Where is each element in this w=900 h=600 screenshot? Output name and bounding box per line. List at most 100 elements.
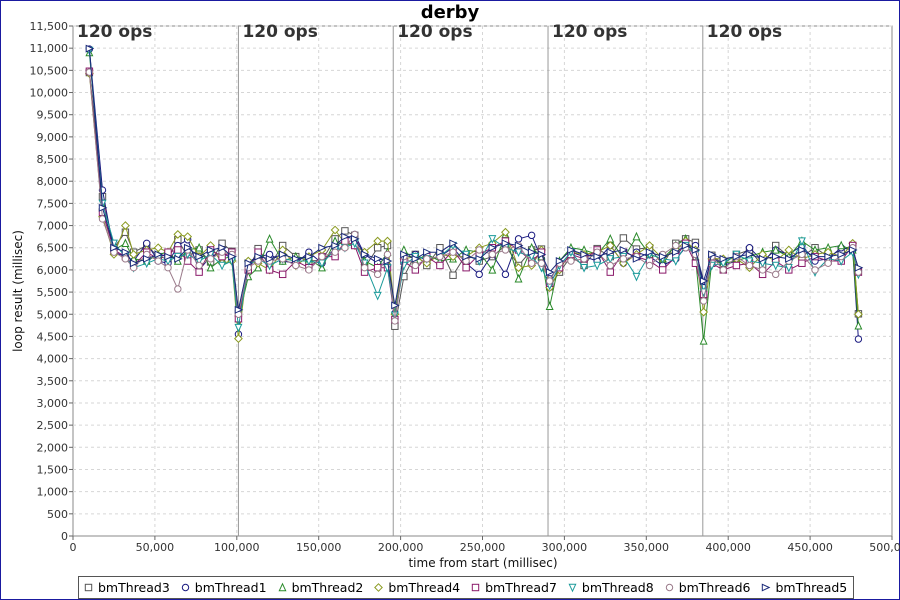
data-point: bmThread5: 476000, 6450 — [848, 245, 858, 254]
phase-marker-label: 120 ops — [242, 22, 317, 42]
y-axis: 0 500 1,000 1,500 2,000 2,500 3,000 3,500 4,000 4… — [30, 20, 73, 543]
data-point: bmThread5: 128000, 6350 — [278, 250, 288, 259]
data-point: bmThread5: 413000, 6350 — [745, 250, 755, 259]
data-point: bmThread5: 84000, 6450 — [206, 245, 216, 254]
data-point: bmThread2: 256000, 6000 — [488, 265, 497, 274]
data-point: bmThread5: 178000, 6350 — [360, 250, 370, 259]
legend-item-bmThread3: bmThread3 — [83, 580, 170, 595]
y-tick-label: 6,000 — [37, 264, 69, 277]
data-point: bmThread5: 77000, 6300 — [195, 252, 205, 261]
data-point: bmThread7: 360000, 6000 — [658, 266, 667, 274]
data-point: bmThread6: 453000, 6000 — [811, 266, 819, 274]
data-point: bmThread5: 202000, 6350 — [400, 250, 409, 259]
legend-marker-shape — [374, 583, 384, 592]
legend-label: bmThread4 — [388, 580, 461, 595]
x-tick-label: 400,000 — [705, 541, 751, 554]
data-point: bmThread5: 196500, 5200 — [391, 301, 400, 310]
data-point: bmThread8: 196500, 4980 — [390, 311, 399, 321]
data-point: bmThread8: 91000, 6100 — [218, 261, 227, 271]
data-point: bmThread6: 304000, 6200 — [567, 257, 575, 265]
legend-marker-shape — [471, 583, 480, 592]
y-tick-label: 7,500 — [37, 197, 69, 210]
legend-marker — [374, 583, 384, 592]
data-point: bmThread6: 397000, 6000 — [719, 266, 727, 274]
data-point: bmThread5: 232000, 6600 — [449, 239, 458, 248]
data-point: bmThread6: 136000, 6100 — [292, 261, 300, 270]
data-point: bmThread1: 272000, 6700 — [514, 235, 523, 243]
data-point: bmThread8: 445000, 6650 — [797, 237, 806, 246]
data-point: bmThread4: 101000, 4450 — [234, 334, 243, 344]
data-point: bmThread7: 328000, 5950 — [606, 268, 614, 276]
data-point: bmThread6: 429000, 5900 — [772, 270, 780, 279]
data-point: bmThread2: 120000, 6700 — [265, 233, 274, 243]
data-point: bmThread5: 390000, 6350 — [708, 250, 717, 259]
data-point: bmThread8: 186000, 5420 — [373, 291, 382, 301]
data-point: bmThread6: 192000, 6350 — [383, 250, 392, 259]
data-point: bmThread5: 328000, 6400 — [606, 248, 616, 257]
data-point: bmThread5: 272000, 6550 — [514, 241, 524, 250]
data-point: bmThread6: 64000, 5570 — [174, 285, 182, 293]
data-point: bmThread3: 336000, 6720 — [619, 234, 628, 242]
data-point: bmThread6: 77000, 6100 — [195, 261, 203, 270]
data-point: bmThread5: 45000, 6250 — [143, 254, 152, 263]
legend-item-bmThread1: bmThread1 — [180, 580, 267, 595]
data-point: bmThread4: 32000, 7000 — [121, 221, 130, 230]
data-point: bmThread4: 437000, 6450 — [784, 245, 794, 255]
data-point: bmThread5: 10000, 10990 — [85, 44, 95, 53]
phase-marker-label: 120 ops — [707, 22, 782, 42]
y-tick-label: 2,500 — [37, 419, 69, 432]
y-tick-label: 6,500 — [37, 242, 69, 255]
legend-marker-shape — [762, 583, 771, 592]
legend-item-bmThread7: bmThread7 — [470, 580, 557, 595]
data-point: bmThread5: 152000, 6500 — [318, 243, 327, 252]
y-tick-label: 10,000 — [30, 87, 69, 100]
data-point: bmThread5: 461000, 6300 — [824, 252, 834, 261]
data-point: bmThread6: 256000, 6350 — [488, 250, 497, 259]
data-point: bmThread4: 192000, 6650 — [383, 236, 392, 246]
data-point: bmThread5: 312000, 6350 — [580, 250, 589, 259]
phase-marker-label: 120 ops — [77, 22, 152, 42]
legend-item-bmThread5: bmThread5 — [760, 580, 847, 595]
legend-item-bmThread2: bmThread2 — [277, 580, 363, 595]
data-point: bmThread5: 107000, 6150 — [244, 259, 254, 268]
y-tick-label: 1,500 — [37, 463, 69, 476]
y-tick-label: 5,000 — [37, 308, 69, 321]
data-point: bmThread5: 97000, 6300 — [228, 252, 237, 261]
legend-marker — [181, 583, 189, 592]
data-point: bmThread5: 37000, 6150 — [129, 259, 139, 268]
data-point: bmThread6: 144000, 6000 — [305, 266, 313, 274]
data-point: bmThread6: 352000, 6100 — [645, 261, 654, 270]
data-point: bmThread5: 264000, 6600 — [501, 239, 511, 248]
y-tick-label: 8,500 — [37, 153, 69, 166]
legend-label: bmThread8 — [581, 580, 654, 595]
y-tick-label: 5,500 — [37, 286, 69, 299]
data-point: bmThread6: 52000, 6200 — [154, 257, 162, 265]
data-point: bmThread5: 405000, 6300 — [732, 252, 742, 261]
y-tick-label: 3,500 — [37, 375, 69, 388]
data-point: bmThread5: 429000, 6300 — [772, 252, 781, 261]
data-point: bmThread8: 312000, 6050 — [580, 263, 589, 273]
data-point: bmThread5: 280000, 6400 — [527, 248, 537, 257]
data-point: bmThread8: 256000, 6700 — [488, 235, 497, 244]
data-point: bmThread3: 186000, 6500 — [373, 244, 382, 252]
x-tick-label: 50,000 — [136, 541, 175, 554]
data-point: bmThread5: 421000, 6250 — [758, 254, 768, 263]
data-point: bmThread5: 256000, 6500 — [488, 243, 498, 252]
data-point: bmThread5: 32000, 6400 — [121, 248, 131, 257]
data-point: bmThread5: 352000, 6400 — [645, 248, 655, 257]
legend-marker-shape — [665, 583, 673, 592]
data-point: bmThread5: 113000, 6300 — [254, 252, 263, 261]
y-tick-label: 3,000 — [37, 397, 69, 410]
data-point: bmThread5: 58000, 6300 — [164, 252, 173, 261]
data-point: bmThread4: 272000, 6050 — [514, 263, 523, 273]
phase-marker-label: 120 ops — [552, 22, 627, 42]
data-point: bmThread1: 413000, 6500 — [745, 244, 754, 252]
data-point: bmThread4: 37000, 6350 — [129, 249, 139, 259]
phase-marker-label: 120 ops — [397, 22, 472, 42]
data-point: bmThread6: 328000, 6100 — [606, 261, 614, 270]
x-tick-label: 450,000 — [787, 541, 833, 554]
data-point: bmThread6: 209000, 6100 — [411, 261, 420, 270]
data-point: bmThread6: 232000, 6400 — [449, 248, 457, 256]
data-point: bmThread5: 336000, 6450 — [619, 245, 629, 254]
data-point: bmThread5: 344000, 6250 — [632, 254, 642, 263]
